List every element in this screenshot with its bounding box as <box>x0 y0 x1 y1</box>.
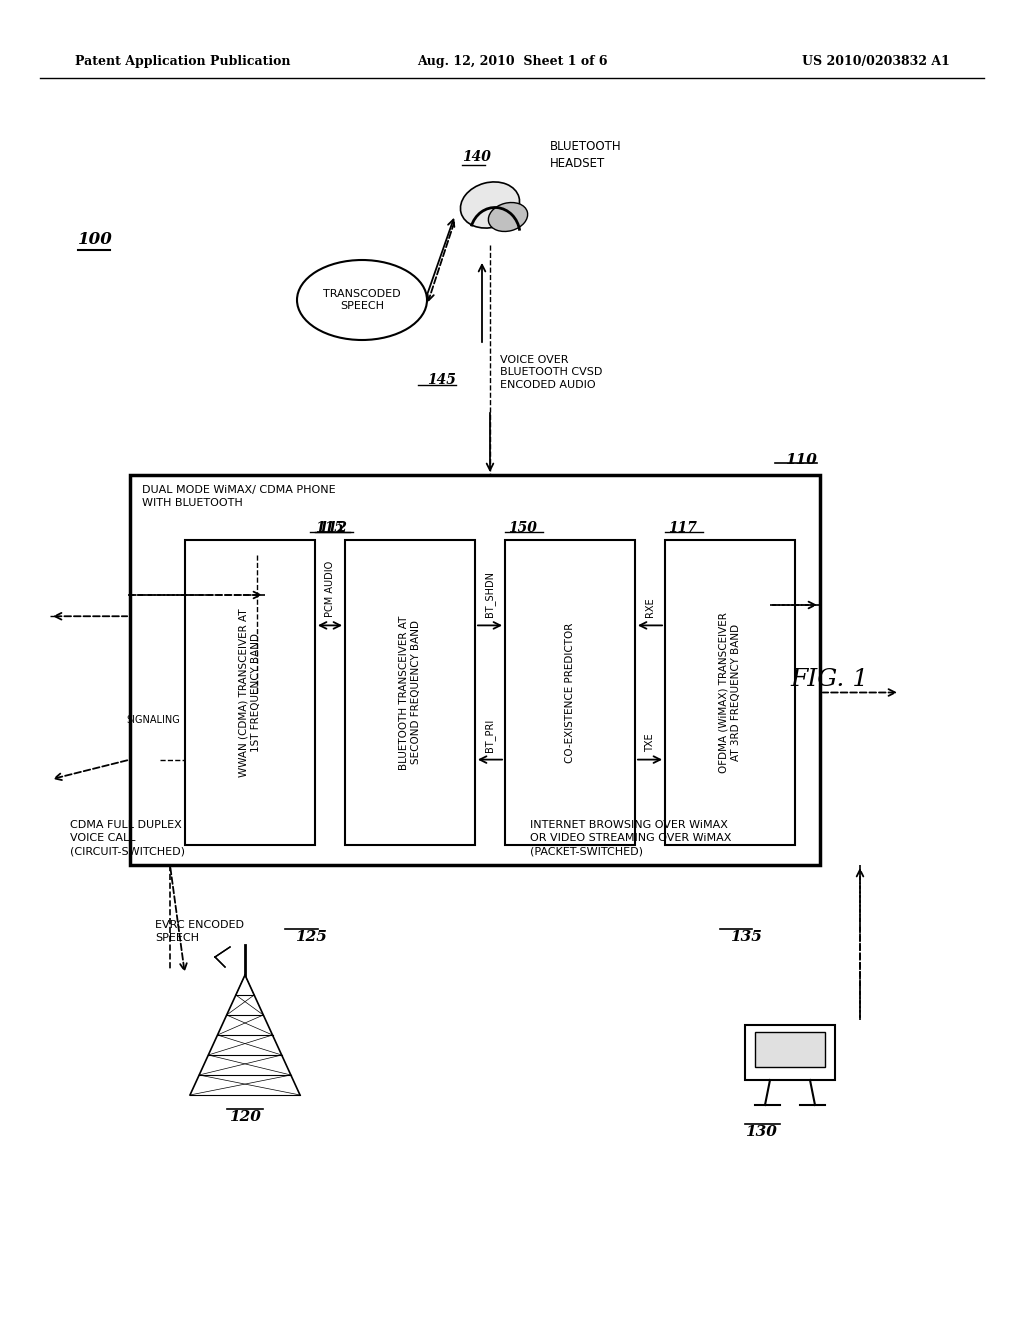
Text: US 2010/0203832 A1: US 2010/0203832 A1 <box>802 55 950 69</box>
Text: RXE: RXE <box>645 598 655 618</box>
Text: BLUETOOTH TRANSCEIVER AT
SECOND FREQUENCY BAND: BLUETOOTH TRANSCEIVER AT SECOND FREQUENC… <box>398 615 421 770</box>
Text: OFDMA (WiMAX) TRANSCEIVER
AT 3RD FREQUENCY BAND: OFDMA (WiMAX) TRANSCEIVER AT 3RD FREQUEN… <box>719 612 741 774</box>
Text: Aug. 12, 2010  Sheet 1 of 6: Aug. 12, 2010 Sheet 1 of 6 <box>417 55 607 69</box>
Text: 130: 130 <box>745 1125 777 1139</box>
Text: CDMA FULL DUPLEX
VOICE CALL
(CIRCUIT-SWITCHED): CDMA FULL DUPLEX VOICE CALL (CIRCUIT-SWI… <box>70 820 185 857</box>
Text: 145: 145 <box>427 374 456 387</box>
Ellipse shape <box>488 202 527 231</box>
Bar <box>345 540 475 845</box>
Text: WWAN (CDMA) TRANSCEIVER AT
1ST FREQUENCY BAND: WWAN (CDMA) TRANSCEIVER AT 1ST FREQUENCY… <box>239 609 261 776</box>
Text: 115: 115 <box>315 521 344 535</box>
Text: FIG. 1: FIG. 1 <box>791 668 869 692</box>
Text: INTERNET BROWSING OVER WiMAX
OR VIDEO STREAMING OVER WiMAX
(PACKET-SWITCHED): INTERNET BROWSING OVER WiMAX OR VIDEO ST… <box>530 820 731 857</box>
Text: BT_PRI: BT_PRI <box>484 718 496 751</box>
Text: VOICE OVER
BLUETOOTH CVSD
ENCODED AUDIO: VOICE OVER BLUETOOTH CVSD ENCODED AUDIO <box>500 355 602 389</box>
Bar <box>665 540 795 845</box>
Text: TXE: TXE <box>645 733 655 751</box>
Text: CO-EXISTENCE PREDICTOR: CO-EXISTENCE PREDICTOR <box>565 622 575 763</box>
Text: 125: 125 <box>295 931 327 944</box>
Text: 150: 150 <box>508 521 537 535</box>
Text: EVRC ENCODED
SPEECH: EVRC ENCODED SPEECH <box>155 920 244 944</box>
Text: PCM AUDIO: PCM AUDIO <box>325 561 335 618</box>
Text: TRANSCODED
SPEECH: TRANSCODED SPEECH <box>324 289 400 312</box>
Text: BT_SHDN: BT_SHDN <box>484 572 496 618</box>
Bar <box>745 1026 835 1080</box>
Ellipse shape <box>461 182 519 228</box>
Text: 100: 100 <box>78 231 113 248</box>
Text: 120: 120 <box>229 1110 261 1125</box>
Text: 110: 110 <box>785 453 817 467</box>
Bar <box>505 540 635 845</box>
Text: 140: 140 <box>462 150 490 164</box>
Text: 112: 112 <box>318 521 347 535</box>
Text: Patent Application Publication: Patent Application Publication <box>75 55 291 69</box>
Bar <box>755 1032 825 1067</box>
Text: BLUETOOTH
HEADSET: BLUETOOTH HEADSET <box>550 140 622 170</box>
Bar <box>130 475 820 865</box>
Text: DUAL MODE WiMAX/ CDMA PHONE
WITH BLUETOOTH: DUAL MODE WiMAX/ CDMA PHONE WITH BLUETOO… <box>142 484 336 508</box>
Bar <box>185 540 315 845</box>
Text: 135: 135 <box>730 931 762 944</box>
Text: 117: 117 <box>668 521 697 535</box>
Text: SIGNALING: SIGNALING <box>126 714 180 725</box>
Ellipse shape <box>297 260 427 341</box>
